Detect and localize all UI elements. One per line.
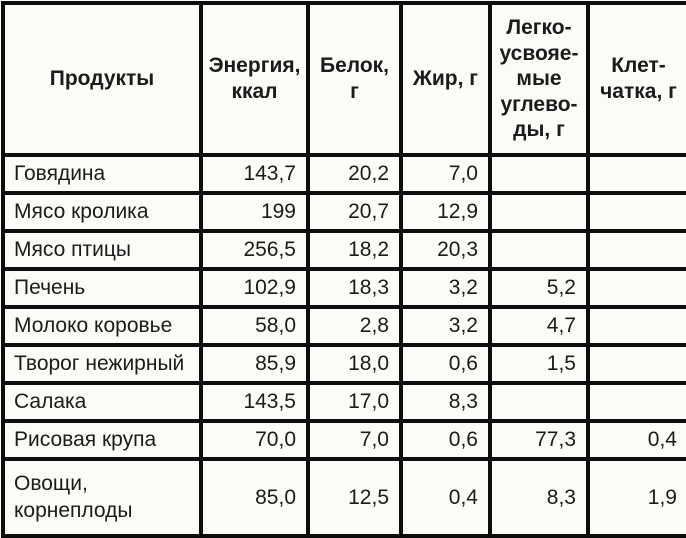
header-row: Продукты Энергия, ккал Белок, г Жир, г Л… [1,1,686,157]
fiber-cell [586,305,686,347]
header-energy: Энергия, ккал [199,1,310,157]
table-row: Овощи, корнеплоды 85,0 12,5 0,4 8,3 1,9 [1,457,686,538]
product-name-cell: Творог нежирный [1,343,203,385]
table-row: Мясо птицы 256,5 18,2 20,3 [1,229,686,271]
protein-cell: 18,0 [306,343,403,385]
table-header: Продукты Энергия, ккал Белок, г Жир, г Л… [1,1,686,157]
protein-cell: 17,0 [306,381,403,423]
energy-cell: 85,0 [199,457,310,538]
fat-cell: 8,3 [399,381,492,423]
table-row: Мясо кролика 199 20,7 12,9 [1,191,686,233]
fat-cell: 20,3 [399,229,492,271]
protein-cell: 7,0 [306,419,403,461]
energy-cell: 58,0 [199,305,310,347]
carbs-cell: 77,3 [488,419,590,461]
table-body: Говядина 143,7 20,2 7,0 Мясо кролика 199… [1,153,686,538]
header-carbs: Легко- усвояе- мые углево- ды, г [488,1,590,157]
fat-cell: 3,2 [399,267,492,309]
energy-cell: 256,5 [199,229,310,271]
carbs-cell: 1,5 [488,343,590,385]
protein-cell: 20,7 [306,191,403,233]
fat-cell: 12,9 [399,191,492,233]
product-name-cell: Рисовая крупа [1,419,203,461]
fat-cell: 3,2 [399,305,492,347]
protein-cell: 12,5 [306,457,403,538]
product-name-cell: Мясо кролика [1,191,203,233]
carbs-cell [488,381,590,423]
fiber-cell [586,153,686,195]
protein-cell: 2,8 [306,305,403,347]
energy-cell: 102,9 [199,267,310,309]
fiber-cell: 1,9 [586,457,686,538]
header-products: Продукты [1,1,203,157]
table-row: Творог нежирный 85,9 18,0 0,6 1,5 [1,343,686,385]
table-row: Молоко коровье 58,0 2,8 3,2 4,7 [1,305,686,347]
table-row: Салака 143,5 17,0 8,3 [1,381,686,423]
energy-cell: 143,7 [199,153,310,195]
fiber-cell [586,343,686,385]
carbs-cell [488,229,590,271]
fiber-cell [586,267,686,309]
fat-cell: 0,4 [399,457,492,538]
product-name-cell: Мясо птицы [1,229,203,271]
product-name-cell: Говядина [1,153,203,195]
energy-cell: 70,0 [199,419,310,461]
table-row: Рисовая крупа 70,0 7,0 0,6 77,3 0,4 [1,419,686,461]
energy-cell: 85,9 [199,343,310,385]
fiber-cell: 0,4 [586,419,686,461]
protein-cell: 18,3 [306,267,403,309]
fat-cell: 0,6 [399,419,492,461]
fiber-cell [586,381,686,423]
fiber-cell [586,229,686,271]
fat-cell: 7,0 [399,153,492,195]
header-fiber: Клет- чатка, г [586,1,686,157]
energy-cell: 199 [199,191,310,233]
product-name-cell: Салака [1,381,203,423]
table-row: Говядина 143,7 20,2 7,0 [1,153,686,195]
fiber-cell [586,191,686,233]
carbs-cell: 4,7 [488,305,590,347]
header-protein: Белок, г [306,1,403,157]
header-fat: Жир, г [399,1,492,157]
carbs-cell [488,191,590,233]
carbs-cell: 8,3 [488,457,590,538]
fat-cell: 0,6 [399,343,492,385]
product-name-cell: Овощи, корнеплоды [1,457,203,538]
carbs-cell: 5,2 [488,267,590,309]
protein-cell: 20,2 [306,153,403,195]
protein-cell: 18,2 [306,229,403,271]
energy-cell: 143,5 [199,381,310,423]
table-row: Печень 102,9 18,3 3,2 5,2 [1,267,686,309]
product-name-cell: Молоко коровье [1,305,203,347]
carbs-cell [488,153,590,195]
product-name-cell: Печень [1,267,203,309]
